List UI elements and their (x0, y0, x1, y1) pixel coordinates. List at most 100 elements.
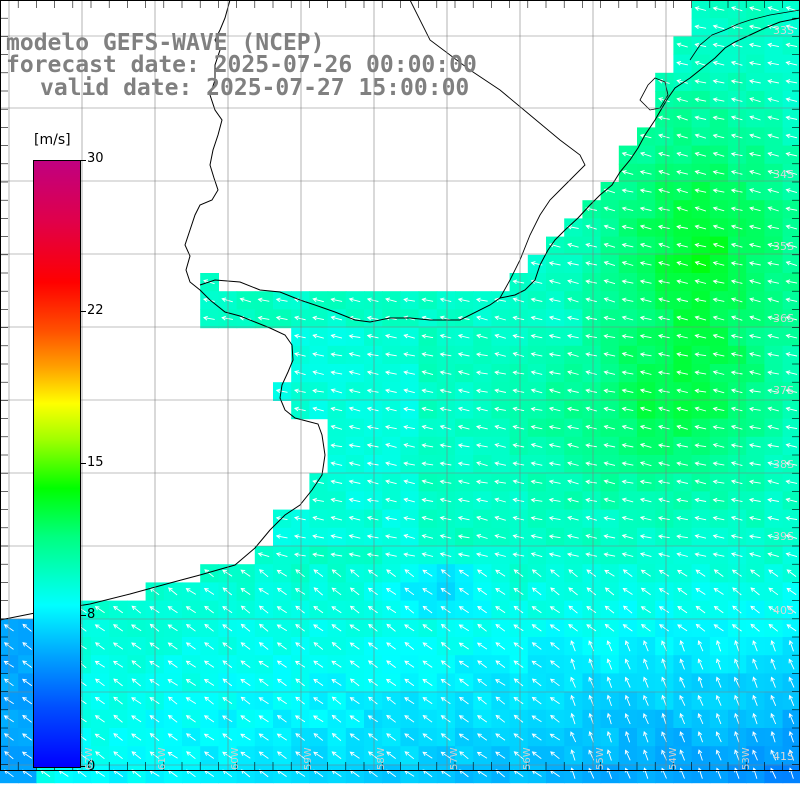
wind-arrow (603, 206, 616, 212)
wind-arrow (495, 624, 506, 632)
wind-arrow (712, 151, 725, 157)
wind-arrow (512, 297, 525, 303)
wind-arrow (624, 676, 631, 688)
wind-arrow (639, 534, 652, 539)
wind-arrow (495, 751, 506, 759)
wind-arrow (422, 642, 433, 650)
wind-arrow (752, 658, 758, 670)
wind-arrow (348, 497, 361, 503)
wind-arrow (770, 712, 777, 725)
wind-arrow (222, 569, 233, 577)
wind-arrow (621, 261, 634, 266)
wind-arrow (621, 370, 634, 375)
wind-arrow (676, 115, 688, 121)
wind-arrow (621, 388, 634, 394)
wind-arrow (712, 297, 725, 303)
wind-arrow (749, 170, 761, 175)
wind-arrow (567, 461, 579, 466)
wind-arrow (748, 443, 761, 448)
wind-arrow (258, 751, 269, 759)
wind-arrow (603, 406, 616, 412)
wind-arrow (221, 297, 233, 303)
wind-arrow (566, 388, 579, 394)
wind-arrow (676, 224, 688, 230)
wind-arrow (749, 6, 761, 12)
wind-arrow (694, 188, 707, 193)
wind-arrow (712, 6, 725, 11)
wind-arrow (661, 712, 667, 725)
lat-label: 40S (773, 604, 794, 617)
wind-arrow (712, 24, 725, 30)
wind-arrow (531, 660, 542, 668)
wind-arrow (734, 731, 740, 743)
wind-arrow (458, 569, 469, 577)
wind-arrow (475, 370, 488, 376)
wind-arrow (349, 715, 360, 723)
wind-arrow (439, 388, 452, 394)
wind-arrow (457, 388, 470, 394)
wind-arrow (530, 552, 543, 558)
wind-arrow (494, 515, 506, 521)
wind-arrow (549, 606, 560, 614)
wind-arrow (276, 715, 287, 723)
wind-arrow (770, 694, 777, 706)
wind-arrow (548, 461, 561, 466)
wind-arrow (603, 297, 616, 303)
wind-arrow (639, 334, 652, 339)
wind-arrow (167, 733, 178, 741)
wind-arrow (331, 624, 342, 632)
wind-arrow (349, 751, 360, 759)
wind-arrow (112, 660, 124, 668)
wind-arrow (22, 733, 33, 741)
wind-arrow (475, 297, 488, 303)
wind-arrow (366, 315, 379, 321)
wind-arrow (785, 60, 798, 66)
wind-arrow (222, 733, 233, 741)
wind-arrow (712, 224, 725, 230)
wind-arrow (606, 658, 613, 670)
wind-arrow (770, 640, 776, 652)
wind-arrow (586, 569, 597, 577)
wind-arrow (712, 188, 725, 193)
wind-arrow (734, 640, 740, 652)
wind-arrow (567, 297, 579, 303)
wind-arrow (295, 696, 305, 705)
wind-arrow (694, 170, 707, 175)
wind-arrow (752, 712, 758, 725)
wind-arrow (657, 388, 670, 394)
wind-arrow (730, 170, 743, 175)
wind-arrow (585, 479, 597, 485)
wind-arrow (366, 352, 379, 357)
wind-arrow (275, 297, 288, 303)
wind-arrow (621, 424, 634, 430)
wind-arrow (730, 242, 743, 248)
wind-arrow (585, 534, 597, 539)
wind-arrow (748, 224, 761, 230)
wind-arrow (276, 624, 288, 632)
wind-arrow (131, 678, 141, 687)
wind-arrow (131, 660, 142, 669)
wind-arrow (366, 479, 379, 485)
wind-arrow (477, 587, 488, 596)
wind-arrow (730, 79, 743, 84)
wind-arrow (697, 694, 704, 706)
wind-arrow (767, 224, 779, 230)
wind-arrow (734, 712, 740, 725)
wind-arrow (676, 370, 688, 375)
wind-arrow (240, 587, 251, 595)
wind-arrow (730, 552, 743, 558)
wind-arrow (167, 714, 178, 723)
wind-arrow (676, 151, 688, 157)
wind-arrow (679, 694, 686, 706)
wind-arrow (676, 552, 688, 557)
colorbar-unit: [m/s] (34, 132, 71, 148)
wind-arrow (748, 151, 761, 157)
wind-arrow (258, 678, 269, 687)
wind-arrow (657, 479, 670, 485)
wind-arrow (475, 406, 488, 412)
wind-arrow (385, 406, 397, 412)
wind-arrow (331, 641, 342, 650)
wind-arrow (512, 279, 525, 285)
wind-arrow (512, 534, 525, 539)
wind-arrow (676, 279, 688, 284)
